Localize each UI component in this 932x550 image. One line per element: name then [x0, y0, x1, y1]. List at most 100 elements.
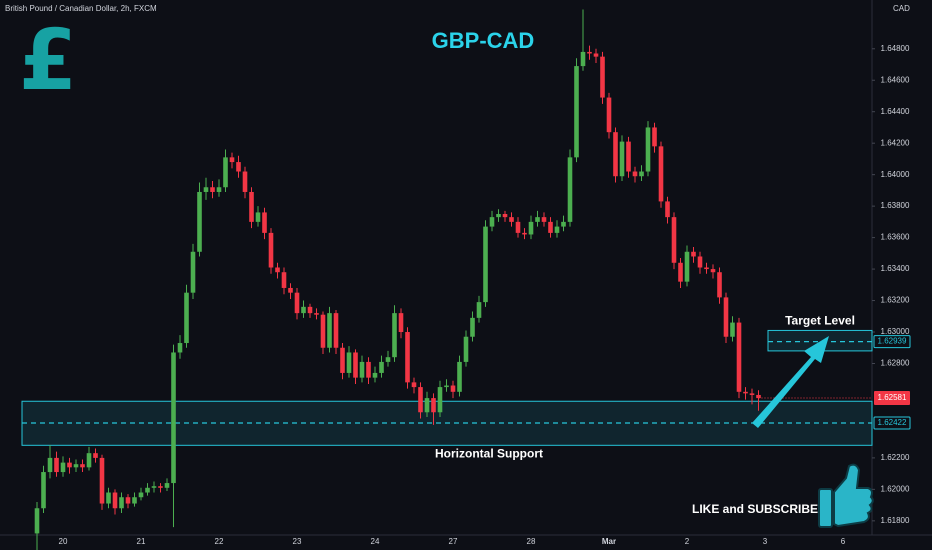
- zone-label: Horizontal Support: [435, 446, 543, 460]
- x-tick-label: 27: [449, 537, 458, 546]
- candle-body: [275, 267, 280, 273]
- candle-body: [158, 486, 163, 488]
- y-tick-label: 1.62200: [881, 453, 910, 462]
- candle-body: [522, 232, 527, 235]
- y-tick-label: 1.64200: [881, 138, 910, 147]
- candle-body: [398, 313, 404, 333]
- candle-body: [418, 387, 423, 413]
- last-price-label: 1.62581: [878, 393, 907, 402]
- candle-body: [489, 217, 495, 227]
- candle-body: [145, 487, 150, 493]
- candle-body: [340, 347, 345, 373]
- target-arrow: [752, 336, 829, 428]
- candle-body: [268, 232, 274, 268]
- candle-body: [132, 497, 137, 504]
- x-tick-label: 23: [293, 537, 302, 546]
- x-tick-label: 24: [371, 537, 380, 546]
- candle-body: [151, 486, 157, 488]
- candle-body: [561, 221, 566, 227]
- candle-body: [171, 352, 176, 484]
- candle-body: [359, 361, 365, 378]
- candle-body: [671, 217, 677, 263]
- candle-body: [496, 214, 501, 218]
- candle-body: [411, 382, 417, 388]
- candle-body: [626, 141, 631, 172]
- y-tick-label: 1.64400: [881, 107, 910, 116]
- zone-label: Target Level: [785, 314, 855, 328]
- candle-body: [242, 171, 248, 192]
- y-tick-label: 1.63600: [881, 233, 910, 242]
- candle-body: [229, 157, 235, 163]
- candle-body: [73, 464, 79, 468]
- x-tick-label: 28: [527, 537, 536, 546]
- y-tick-label: 1.63800: [881, 201, 910, 210]
- candle-body: [405, 332, 410, 383]
- y-tick-label: 1.62000: [881, 484, 910, 493]
- candle-body: [281, 272, 287, 288]
- candle-body: [288, 287, 293, 293]
- candle-body: [710, 269, 716, 273]
- candle-body: [587, 51, 592, 54]
- candle-body: [327, 313, 332, 348]
- candle-body: [60, 462, 66, 473]
- candle-body: [743, 391, 748, 394]
- candle-body: [106, 492, 111, 504]
- candle-body: [730, 322, 735, 337]
- y-tick-label: 1.63400: [881, 264, 910, 273]
- candle-body: [678, 262, 683, 282]
- candle-body: [307, 306, 313, 314]
- last-price-tag: [874, 390, 910, 405]
- candle-body: [216, 187, 222, 192]
- level-tag: [873, 335, 911, 349]
- candle-body: [463, 336, 469, 362]
- candle-body: [717, 272, 722, 298]
- candle-body: [476, 302, 482, 318]
- candle-body: [184, 292, 189, 344]
- level-tag-label: 1.62422: [878, 418, 907, 427]
- x-tick-label: 2: [685, 537, 690, 546]
- candle-body: [223, 157, 228, 188]
- chart-title: GBP-CAD: [432, 28, 535, 53]
- candle-body: [431, 398, 436, 413]
- candle-body: [554, 226, 560, 233]
- candle-body: [483, 226, 488, 303]
- candle-body: [548, 221, 553, 233]
- candle-body: [249, 191, 254, 222]
- candle-body: [437, 387, 443, 413]
- candle-body: [658, 146, 664, 202]
- candle-body: [580, 51, 586, 67]
- candle-body: [80, 464, 85, 468]
- candle-body: [613, 132, 618, 177]
- candle-body: [99, 457, 105, 504]
- pound-icon: £: [19, 11, 77, 109]
- candle-body: [320, 314, 326, 348]
- candle-body: [535, 217, 540, 222]
- candle-body: [593, 53, 599, 57]
- candle-body: [450, 385, 456, 392]
- currency-label: CAD: [893, 4, 910, 13]
- candle-body: [444, 385, 449, 388]
- x-tick-label: 6: [841, 537, 846, 546]
- candle-body: [515, 221, 521, 233]
- candle-body: [502, 214, 508, 218]
- candle-body: [210, 187, 215, 192]
- candle-body: [736, 322, 742, 392]
- candle-body: [379, 361, 384, 373]
- x-tick-label: 3: [763, 537, 768, 546]
- candle-body: [457, 361, 462, 392]
- candle-body: [749, 393, 755, 395]
- x-tick-label: 20: [59, 537, 68, 546]
- candle-body: [301, 306, 306, 314]
- candle-body: [54, 457, 59, 473]
- y-tick-label: 1.62800: [881, 359, 910, 368]
- candle-body: [691, 251, 696, 257]
- candle-body: [574, 66, 579, 158]
- candle-body: [138, 492, 144, 498]
- symbol-header: British Pound / Canadian Dollar, 2h, FXC…: [5, 4, 157, 13]
- x-tick-label: 22: [215, 537, 224, 546]
- thumbs-up-icon: [818, 463, 874, 528]
- candle-body: [567, 157, 573, 222]
- y-tick-label: 1.64000: [881, 170, 910, 179]
